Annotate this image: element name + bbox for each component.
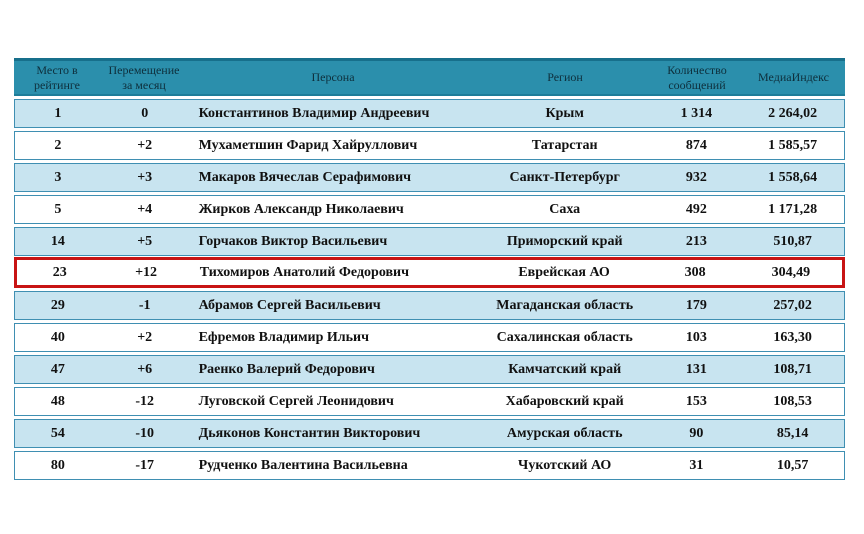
table-header-row: Место в рейтинге Перемещение за месяц Пе… [14,58,845,96]
cell-person: Тихомиров Анатолий Федорович [199,264,409,280]
cell-person: Горчаков Виктор Васильевич [198,233,388,249]
cell-media-index: 10,57 [776,457,809,473]
media-rating-table: Место в рейтинге Перемещение за месяц Пе… [14,58,845,480]
cell-person: Ефремов Владимир Ильич [198,329,370,345]
highlighted-table-row: 23 +12 Тихомиров Анатолий Федорович Евре… [14,257,845,288]
cell-messages: 213 [685,233,707,249]
header-region: Регион [547,70,583,84]
cell-change: +5 [137,233,153,249]
cell-place: 2 [54,137,62,153]
cell-place: 54 [50,425,65,441]
cell-change: -1 [138,297,151,313]
cell-place: 29 [50,297,65,313]
cell-person: Дьяконов Константин Викторович [198,425,421,441]
cell-place: 5 [54,201,62,217]
cell-messages: 131 [685,361,707,377]
cell-change: -12 [135,393,155,409]
cell-region: Чукотский АО [518,457,612,473]
table-row: 47 +6 Раенко Валерий Федорович Камчатски… [14,355,845,384]
cell-place: 1 [54,105,62,121]
cell-region: Камчатский край [508,361,622,377]
header-change: Перемещение за месяц [108,62,180,92]
cell-media-index: 1 171,28 [768,201,818,217]
table-row: 54 -10 Дьяконов Константин Викторович Ам… [14,419,845,448]
cell-messages: 874 [685,137,707,153]
table-row: 29 -1 Абрамов Сергей Васильевич Магаданс… [14,291,845,320]
cell-person: Рудченко Валентина Васильевна [198,457,408,473]
header-place: Место в рейтинге [34,62,80,92]
header-person: Персона [311,70,355,84]
cell-region: Приморский край [506,233,623,249]
cell-region: Крым [545,105,584,121]
cell-region: Амурская область [506,425,623,441]
table-row: 40 +2 Ефремов Владимир Ильич Сахалинская… [14,323,845,352]
cell-change: +2 [137,137,153,153]
cell-media-index: 108,53 [773,393,812,409]
cell-region: Сахалинская область [496,329,633,345]
cell-change: -17 [135,457,155,473]
cell-change: -10 [135,425,155,441]
cell-place: 23 [52,264,67,280]
cell-person: Жирков Александр Николаевич [198,201,404,217]
cell-person: Раенко Валерий Федорович [198,361,375,377]
cell-person: Макаров Вячеслав Серафимович [198,169,412,185]
cell-messages: 1 314 [680,105,713,121]
cell-place: 48 [50,393,65,409]
cell-messages: 103 [685,329,707,345]
table-row: 14 +5 Горчаков Виктор Васильевич Приморс… [14,227,845,256]
cell-place: 40 [50,329,65,345]
table-row: 5 +4 Жирков Александр Николаевич Саха 49… [14,195,845,224]
cell-messages: 31 [689,457,704,473]
table-row: 48 -12 Луговской Сергей Леонидович Хабар… [14,387,845,416]
cell-region: Хабаровский край [505,393,624,409]
cell-person: Мухаметшин Фарид Хайруллович [198,137,418,153]
cell-region: Санкт-Петербург [509,169,620,185]
cell-messages: 153 [685,393,707,409]
cell-messages: 492 [685,201,707,217]
cell-place: 3 [54,169,62,185]
cell-media-index: 257,02 [773,297,812,313]
cell-person: Константинов Владимир Андреевич [198,105,430,121]
cell-messages: 308 [684,264,706,280]
cell-change: 0 [141,105,149,121]
cell-media-index: 510,87 [773,233,812,249]
table-row: 2 +2 Мухаметшин Фарид Хайруллович Татарс… [14,131,845,160]
cell-place: 80 [50,457,65,473]
cell-media-index: 304,49 [771,264,811,280]
cell-media-index: 1 558,64 [768,169,818,185]
cell-change: +6 [137,361,153,377]
cell-region: Магаданская область [496,297,634,313]
cell-place: 47 [50,361,65,377]
cell-region: Саха [549,201,581,217]
cell-media-index: 1 585,57 [768,137,818,153]
cell-person: Абрамов Сергей Васильевич [198,297,381,313]
table-row: 80 -17 Рудченко Валентина Васильевна Чук… [14,451,845,480]
cell-place: 14 [50,233,65,249]
cell-media-index: 108,71 [773,361,812,377]
table-row: 1 0 Константинов Владимир Андреевич Крым… [14,99,845,128]
cell-change: +12 [135,264,158,280]
cell-change: +3 [137,169,153,185]
header-messages: Количество сообщений [667,62,727,92]
cell-media-index: 2 264,02 [768,105,818,121]
cell-change: +2 [137,329,153,345]
cell-region: Татарстан [531,137,598,153]
cell-media-index: 85,14 [776,425,809,441]
cell-messages: 90 [689,425,704,441]
cell-messages: 932 [685,169,707,185]
cell-region: Еврейская АО [518,264,610,280]
header-media-index: МедиаИндекс [758,70,829,84]
cell-person: Луговской Сергей Леонидович [198,393,394,409]
cell-media-index: 163,30 [773,329,812,345]
cell-change: +4 [137,201,153,217]
cell-messages: 179 [685,297,707,313]
table-row: 3 +3 Макаров Вячеслав Серафимович Санкт-… [14,163,845,192]
